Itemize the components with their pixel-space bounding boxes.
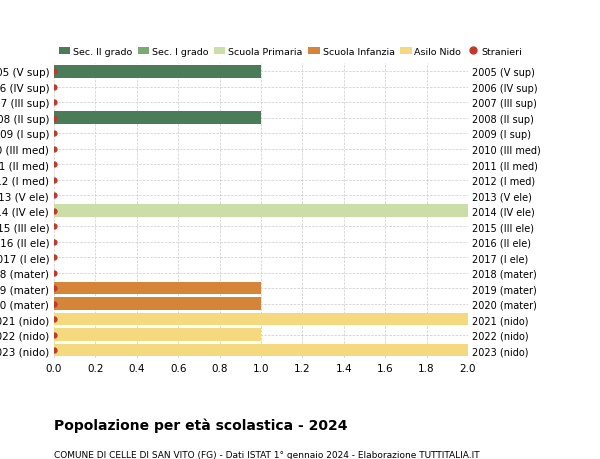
Bar [54, 205, 468, 218]
Bar [54, 297, 261, 310]
Bar [54, 329, 261, 341]
Bar [54, 282, 261, 295]
Bar [54, 313, 468, 326]
Bar [54, 344, 468, 357]
Text: COMUNE DI CELLE DI SAN VITO (FG) - Dati ISTAT 1° gennaio 2024 - Elaborazione TUT: COMUNE DI CELLE DI SAN VITO (FG) - Dati … [54, 450, 479, 459]
Bar [54, 66, 261, 78]
Text: Popolazione per età scolastica - 2024: Popolazione per età scolastica - 2024 [54, 418, 347, 432]
Bar [54, 112, 261, 125]
Legend: Sec. II grado, Sec. I grado, Scuola Primaria, Scuola Infanzia, Asilo Nido, Stran: Sec. II grado, Sec. I grado, Scuola Prim… [59, 48, 522, 56]
